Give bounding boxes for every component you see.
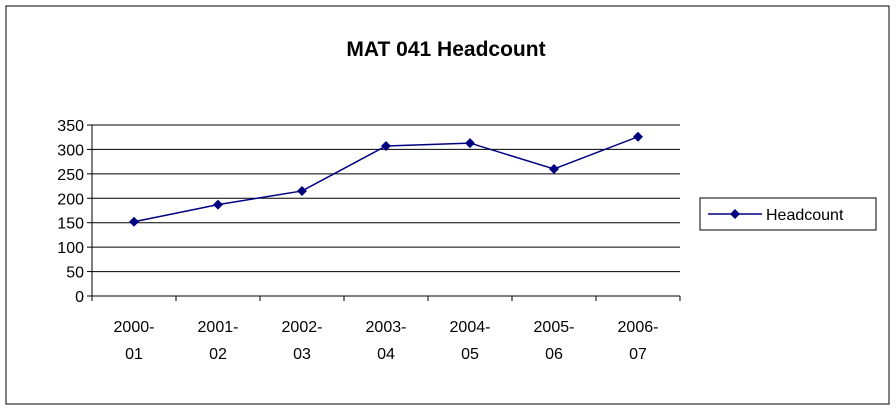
y-tick-label: 200: [57, 191, 84, 208]
legend-label: Headcount: [766, 207, 844, 224]
x-tick-label: 2003-04: [366, 319, 407, 363]
data-point: [465, 138, 475, 149]
data-point: [633, 131, 643, 142]
y-tick-label: 350: [57, 118, 84, 135]
y-tick-label: 100: [57, 240, 84, 257]
y-tick-label: 0: [75, 289, 84, 306]
data-point: [297, 185, 307, 196]
y-tick-label: 300: [57, 142, 84, 159]
data-point: [549, 163, 559, 174]
chart-title: MAT 041 Headcount: [346, 38, 545, 61]
legend-marker: [730, 209, 740, 219]
x-tick-label: 2005-06: [534, 319, 575, 363]
y-tick-label: 50: [66, 265, 84, 282]
x-tick-label: 2004-05: [450, 319, 491, 363]
x-tick-label: 2000-01: [114, 319, 155, 363]
x-tick-label: 2006-07: [618, 319, 659, 363]
data-point: [213, 199, 223, 210]
x-tick-label: 2002-03: [282, 319, 323, 363]
data-point: [129, 216, 139, 227]
data-point: [381, 141, 391, 152]
y-tick-label: 250: [57, 167, 84, 184]
x-tick-label: 2001-02: [198, 319, 239, 363]
y-tick-label: 150: [57, 216, 84, 233]
